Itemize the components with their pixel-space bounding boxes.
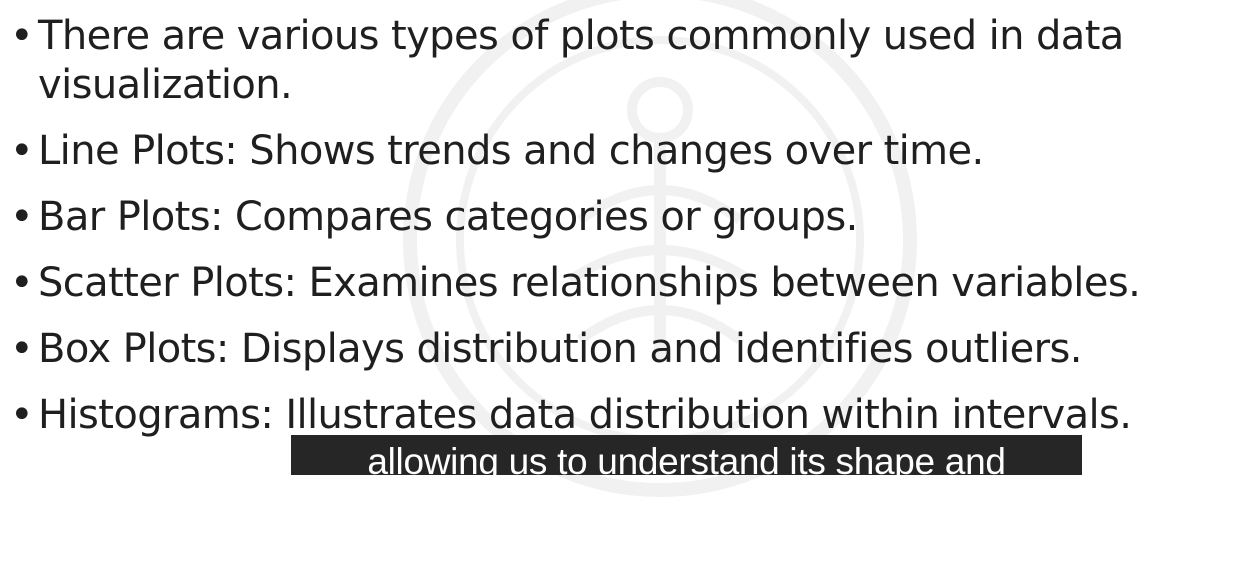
bullet-item: • Bar Plots: Compares categories or group… bbox=[8, 193, 1228, 242]
bullet-dot: • bbox=[10, 326, 34, 372]
bullet-text: Histograms: Illustrates data distributio… bbox=[38, 392, 1132, 438]
bullet-dot: • bbox=[10, 128, 34, 174]
bullet-text: Scatter Plots: Examines relationships be… bbox=[38, 260, 1141, 306]
bullet-item: • Box Plots: Displays distribution and id… bbox=[8, 325, 1228, 374]
bullet-dot: • bbox=[10, 194, 34, 240]
subtitle-caption-text: allowing us to understand its shape and bbox=[367, 441, 1006, 475]
bullet-text: Box Plots: Displays distribution and ide… bbox=[38, 326, 1082, 372]
bullet-text: Line Plots: Shows trends and changes ove… bbox=[38, 128, 984, 174]
bullet-item: • Line Plots: Shows trends and changes ov… bbox=[8, 127, 1228, 176]
bullet-dot: • bbox=[10, 13, 34, 59]
bullet-text: Bar Plots: Compares categories or groups… bbox=[38, 194, 858, 240]
bullet-dot: • bbox=[10, 392, 34, 438]
bullet-item: • There are various types of plots common… bbox=[8, 12, 1228, 110]
bullet-dot: • bbox=[10, 260, 34, 306]
bullet-item: • Histograms: Illustrates data distributi… bbox=[8, 391, 1228, 440]
subtitle-caption: allowing us to understand its shape and bbox=[291, 435, 1082, 475]
bullet-text: There are various types of plots commonl… bbox=[38, 13, 1124, 108]
bullet-list: • There are various types of plots common… bbox=[8, 12, 1228, 457]
bullet-item: • Scatter Plots: Examines relationships b… bbox=[8, 259, 1228, 308]
